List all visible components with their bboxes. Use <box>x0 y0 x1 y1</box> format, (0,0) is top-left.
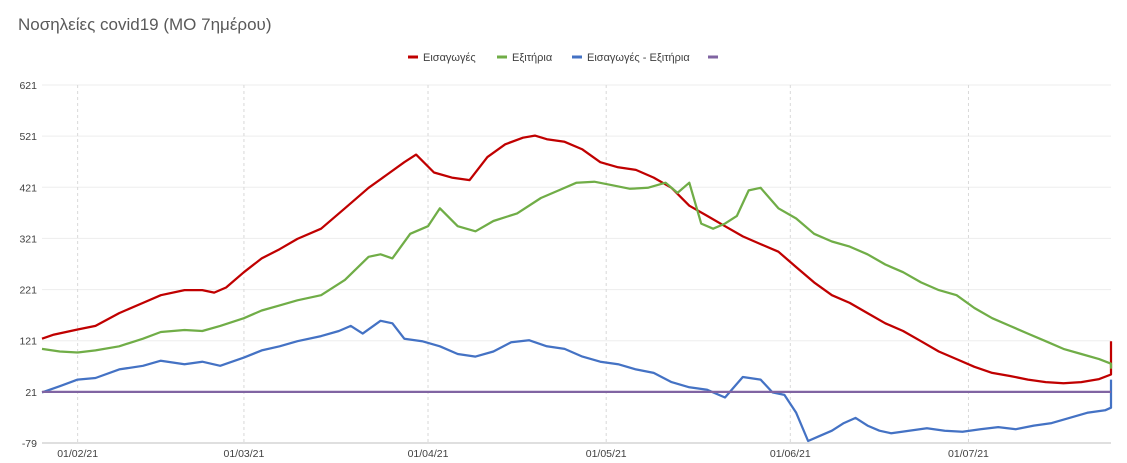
series-line-2 <box>41 319 1113 443</box>
legend-label-2: Εισαγωγές - Εξιτήρια <box>587 52 690 64</box>
x-tick-label: 01/03/21 <box>223 448 264 460</box>
series-line-1 <box>41 180 1113 369</box>
x-axis: 01/02/21 01/03/21 01/04/21 01/05/21 01/06/21… <box>57 448 989 460</box>
chart-title: Νοσηλείες covid19 (ΜΟ 7ημέρου) <box>18 15 271 34</box>
x-tick-label: 01/05/21 <box>586 448 627 460</box>
legend-label-0: Εισαγωγές <box>423 52 476 64</box>
y-tick-label: 621 <box>19 80 37 92</box>
series-line-0 <box>41 134 1113 385</box>
y-tick-label: -79 <box>22 438 37 450</box>
x-tick-label: 01/06/21 <box>770 448 811 460</box>
y-tick-label: 21 <box>25 387 37 399</box>
legend-label-1: Εξιτήρια <box>512 52 553 64</box>
x-tick-label: 01/04/21 <box>408 448 449 460</box>
x-tick-label: 01/02/21 <box>57 448 98 460</box>
y-tick-label: 221 <box>19 285 37 297</box>
legend: Εισαγωγές Εξιτήρια Εισαγωγές - Εξιτήρια <box>408 52 718 64</box>
y-tick-label: 121 <box>19 336 37 348</box>
grid <box>42 84 1111 444</box>
y-tick-label: 321 <box>19 233 37 245</box>
x-tick-label: 01/07/21 <box>948 448 989 460</box>
series-group <box>41 134 1113 443</box>
y-tick-label: 421 <box>19 182 37 194</box>
y-tick-label: 521 <box>19 131 37 143</box>
y-axis: -79 21 121 221 321 421 521 621 <box>19 80 37 450</box>
